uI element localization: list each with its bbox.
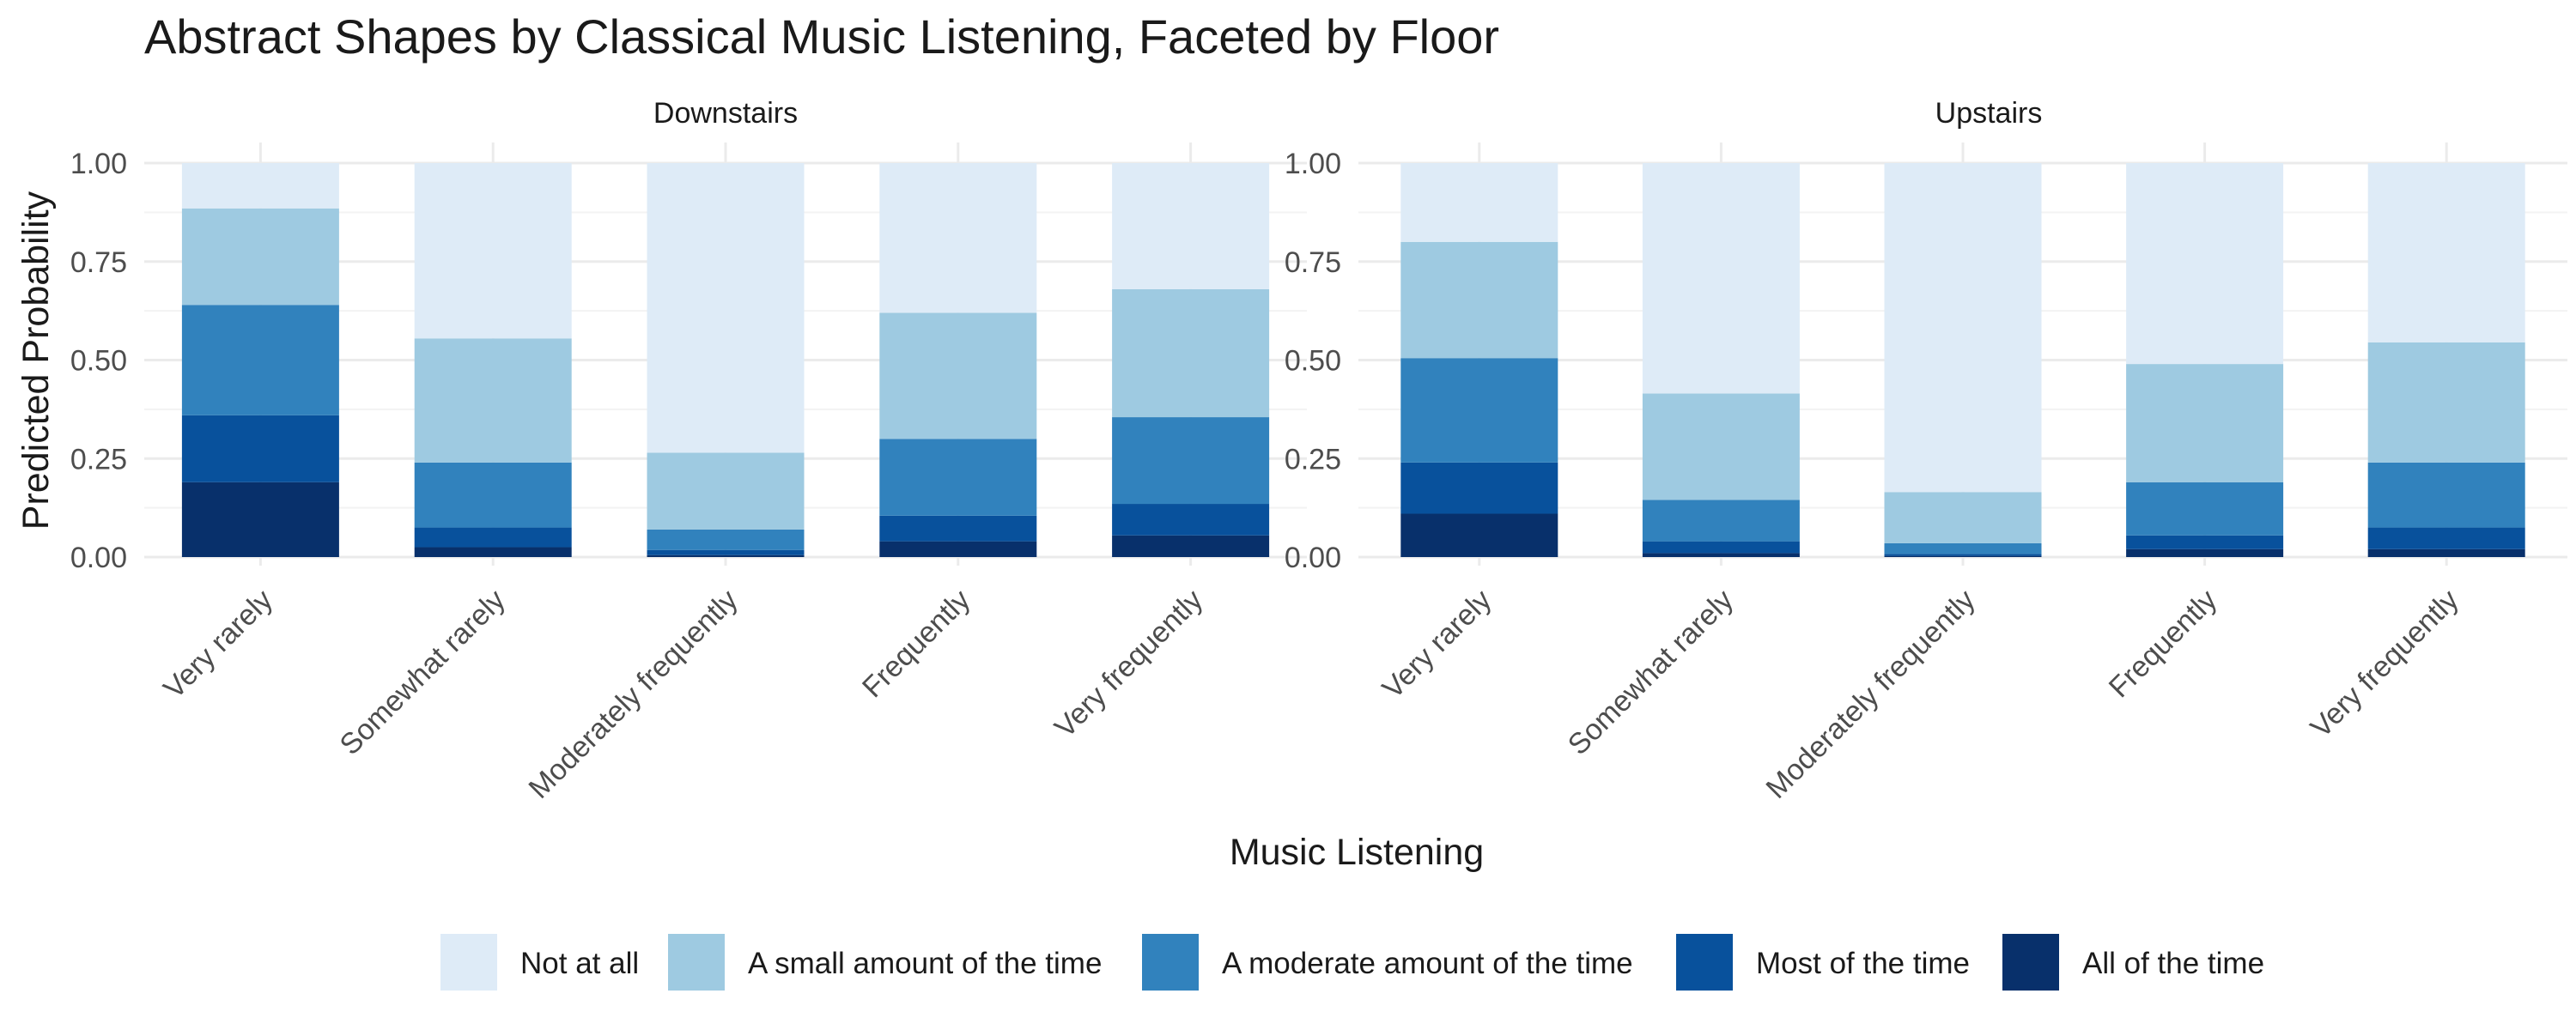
bar-segment xyxy=(414,338,572,463)
x-tick-label: Somewhat rarely xyxy=(1562,584,1740,761)
bar-segment xyxy=(647,163,805,453)
bar-segment xyxy=(1884,163,2042,493)
bar-segment xyxy=(1642,163,1800,394)
legend-item: Most of the time xyxy=(1676,934,1970,991)
x-tick-label: Very rarely xyxy=(157,584,279,706)
bar-segment xyxy=(647,452,805,530)
legend-label: A small amount of the time xyxy=(748,947,1102,980)
bar-segment xyxy=(1400,358,1558,463)
bar-segment xyxy=(2367,462,2525,528)
bar-segment xyxy=(1642,541,1800,554)
legend-label: Most of the time xyxy=(1756,947,1970,980)
bar-segment xyxy=(1112,535,1270,557)
x-tick-label: Very rarely xyxy=(1376,584,1498,706)
bar-segment xyxy=(879,312,1037,439)
bar-segment xyxy=(2126,535,2284,549)
chart-title: Abstract Shapes by Classical Music Liste… xyxy=(144,9,1499,64)
bar-segment xyxy=(1884,542,2042,554)
bar-segment xyxy=(1112,163,1270,289)
bar-segment xyxy=(181,482,339,557)
bar-segment xyxy=(181,208,339,306)
facet-panels: Downstairs 0.00 0.25 0.50 0.75 1.00 Very rarel… xyxy=(70,97,2567,805)
legend-label: All of the time xyxy=(2082,947,2264,980)
bar-segment xyxy=(2126,482,2284,536)
bar-segment xyxy=(2126,364,2284,482)
x-tick-label: Very frequently xyxy=(2305,584,2465,744)
bar-segment xyxy=(1884,492,2042,543)
legend-item: All of the time xyxy=(2002,934,2264,991)
bar-segment xyxy=(879,439,1037,516)
legend-key xyxy=(440,934,497,991)
facet-panel-0: Downstairs 0.00 0.25 0.50 0.75 1.00 Very rarel… xyxy=(70,97,1307,805)
bar-segment xyxy=(1400,163,1558,242)
bar-segment xyxy=(2126,163,2284,365)
x-tick-label: Somewhat rarely xyxy=(334,584,512,761)
x-tick-label: Moderately frequently xyxy=(523,584,744,805)
legend-key xyxy=(2002,934,2059,991)
bar-segment xyxy=(1884,555,2042,557)
bar-segment xyxy=(647,529,805,550)
bar-segment xyxy=(414,462,572,528)
bar-segment xyxy=(879,541,1037,557)
bar-segment xyxy=(1642,553,1800,557)
bar-segment xyxy=(2367,342,2525,463)
y-tick-label: 0.75 xyxy=(70,246,127,279)
bar-segment xyxy=(1642,393,1800,500)
bar-segment xyxy=(1112,417,1270,505)
y-tick-label: 0.00 xyxy=(70,542,127,574)
x-tick-label: Moderately frequently xyxy=(1760,584,1982,805)
y-tick-label: 1.00 xyxy=(1285,148,1341,180)
legend-item: A small amount of the time xyxy=(668,934,1102,991)
y-tick-label: 0.75 xyxy=(1285,246,1341,279)
legend-key xyxy=(1676,934,1733,991)
bar-segment xyxy=(647,549,805,555)
bar-segment xyxy=(181,305,339,415)
legend-label: A moderate amount of the time xyxy=(1222,947,1633,980)
bar-segment xyxy=(2126,548,2284,557)
bar-segment xyxy=(414,527,572,548)
legend-label: Not at all xyxy=(520,947,639,980)
bar-segment xyxy=(1884,554,2042,556)
bar-segment xyxy=(879,515,1037,542)
bar-segment xyxy=(181,415,339,482)
x-tick-label: Frequently xyxy=(856,584,976,704)
bar-segment xyxy=(414,163,572,339)
y-tick-label: 0.00 xyxy=(1285,542,1341,574)
bar-segment xyxy=(2367,527,2525,549)
bar-segment xyxy=(1112,504,1270,536)
bar-segment xyxy=(1400,513,1558,557)
bar-segment xyxy=(2367,163,2525,342)
legend-item: A moderate amount of the time xyxy=(1142,934,1633,991)
bar-segment xyxy=(879,163,1037,313)
bar-segment xyxy=(1642,500,1800,542)
bar-segment xyxy=(181,163,339,209)
y-tick-label: 0.50 xyxy=(70,345,127,378)
bar-segment xyxy=(647,554,805,557)
bar-segment xyxy=(1112,288,1270,418)
bar-segment xyxy=(1400,462,1558,514)
legend: Not at all A small amount of the time A mo… xyxy=(440,934,2264,991)
legend-key xyxy=(668,934,725,991)
y-tick-label: 0.25 xyxy=(1285,443,1341,476)
bar-segment xyxy=(414,547,572,557)
facet-panel-1: Upstairs 0.00 0.25 0.50 0.75 1.00 Very rarely S… xyxy=(1285,97,2567,805)
x-axis-title: Music Listening xyxy=(1230,832,1484,873)
x-tick-label: Frequently xyxy=(2103,584,2223,704)
facet-label: Upstairs xyxy=(1935,97,2043,130)
bar-segment xyxy=(2367,548,2525,557)
y-tick-label: 1.00 xyxy=(70,148,127,180)
facet-label: Downstairs xyxy=(653,97,798,130)
y-axis-title: Predicted Probability xyxy=(15,191,57,530)
legend-item: Not at all xyxy=(440,934,639,991)
y-tick-label: 0.25 xyxy=(70,443,127,476)
bar-segment xyxy=(1400,241,1558,359)
y-tick-label: 0.50 xyxy=(1285,345,1341,378)
legend-key xyxy=(1142,934,1199,991)
x-tick-label: Very frequently xyxy=(1048,584,1209,744)
